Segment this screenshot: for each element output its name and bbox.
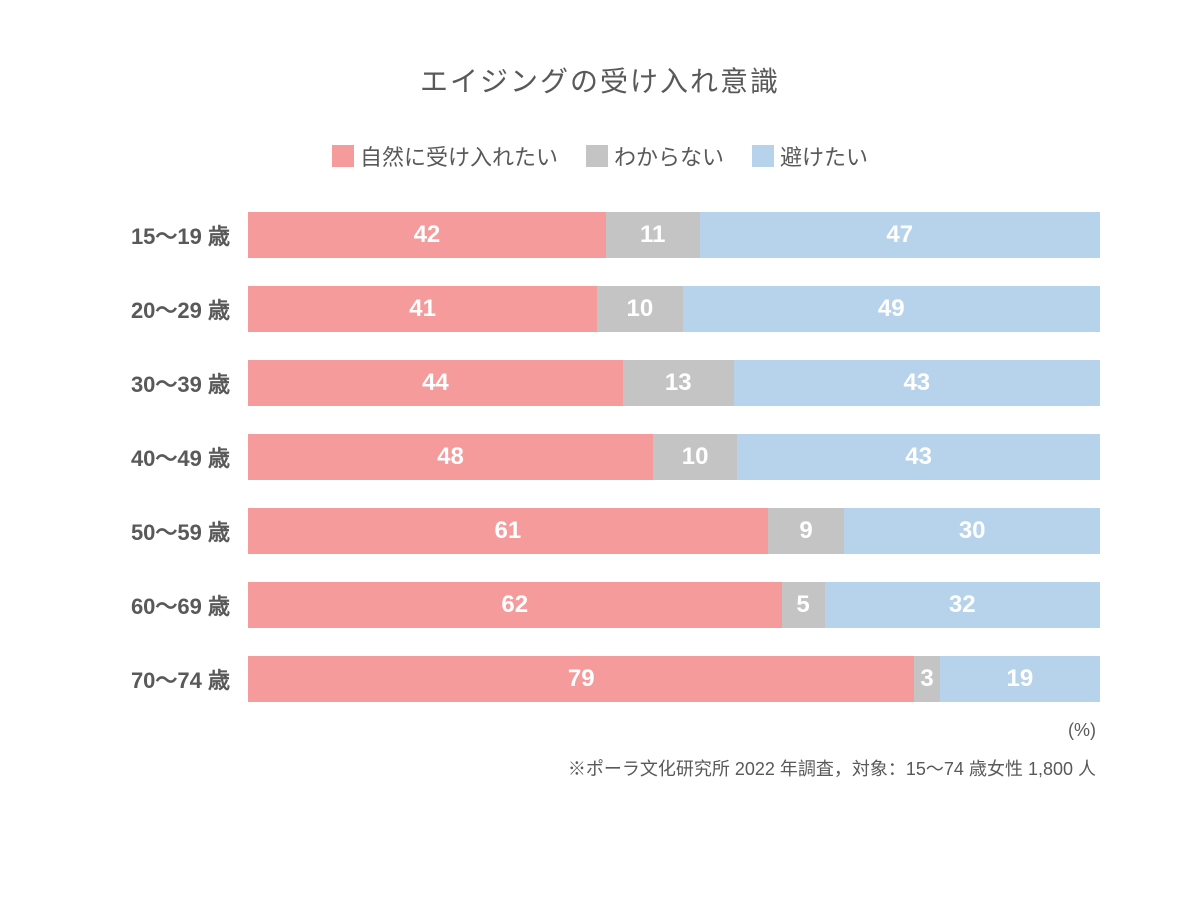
bar-segment-avoid: 43 — [734, 360, 1100, 406]
row-label: 20〜29 歳 — [100, 293, 230, 325]
bar-segment-avoid: 32 — [825, 582, 1100, 628]
bar-segment-avoid: 49 — [683, 286, 1100, 332]
bar-segment-avoid: 47 — [700, 212, 1100, 258]
legend-item-accept: 自然に受け入れたい — [332, 140, 558, 172]
bar-segment-accept: 62 — [248, 582, 782, 628]
chart-legend: 自然に受け入れたい わからない 避けたい — [100, 140, 1100, 172]
bar-row: 40〜49 歳 481043 — [100, 434, 1100, 480]
bar-segment-unknown: 11 — [606, 212, 700, 258]
bar-segment-unknown: 10 — [653, 434, 737, 480]
row-label: 15〜19 歳 — [100, 219, 230, 251]
row-label: 40〜49 歳 — [100, 441, 230, 473]
stacked-bar: 61930 — [248, 508, 1100, 554]
bar-segment-unknown: 5 — [782, 582, 825, 628]
row-label: 60〜69 歳 — [100, 589, 230, 621]
legend-label-accept: 自然に受け入れたい — [360, 140, 558, 172]
legend-item-unknown: わからない — [586, 140, 724, 172]
legend-swatch-avoid — [752, 145, 774, 167]
bar-segment-unknown: 10 — [597, 286, 682, 332]
bar-segment-accept: 42 — [248, 212, 606, 258]
stacked-bar: 421147 — [248, 212, 1100, 258]
legend-label-avoid: 避けたい — [780, 140, 868, 172]
bar-segment-accept: 79 — [248, 656, 914, 702]
chart-rows: 15〜19 歳42114720〜29 歳41104930〜39 歳4413434… — [100, 212, 1100, 702]
bar-segment-unknown: 9 — [768, 508, 845, 554]
bar-segment-avoid: 43 — [737, 434, 1100, 480]
legend-item-avoid: 避けたい — [752, 140, 868, 172]
row-label: 50〜59 歳 — [100, 515, 230, 547]
bar-row: 50〜59 歳 61930 — [100, 508, 1100, 554]
chart-title: エイジングの受け入れ意識 — [100, 60, 1100, 100]
bar-segment-accept: 41 — [248, 286, 597, 332]
stacked-bar: 62532 — [248, 582, 1100, 628]
legend-label-unknown: わからない — [614, 140, 724, 172]
chart-footnote: ※ポーラ文化研究所 2022 年調査，対象：15〜74 歳女性 1,800 人 — [100, 755, 1100, 781]
bar-row: 30〜39 歳 441343 — [100, 360, 1100, 406]
bar-segment-unknown: 3 — [914, 656, 939, 702]
unit-label: (%) — [100, 720, 1100, 741]
bar-segment-accept: 61 — [248, 508, 768, 554]
legend-swatch-unknown — [586, 145, 608, 167]
stacked-bar: 481043 — [248, 434, 1100, 480]
bar-row: 60〜69 歳 62532 — [100, 582, 1100, 628]
bar-segment-unknown: 13 — [623, 360, 734, 406]
stacked-bar: 441343 — [248, 360, 1100, 406]
row-label: 30〜39 歳 — [100, 367, 230, 399]
bar-segment-accept: 44 — [248, 360, 623, 406]
bar-row: 15〜19 歳 421147 — [100, 212, 1100, 258]
bar-row: 70〜74 歳 79319 — [100, 656, 1100, 702]
bar-segment-avoid: 30 — [844, 508, 1100, 554]
stacked-bar: 79319 — [248, 656, 1100, 702]
bar-segment-accept: 48 — [248, 434, 653, 480]
bar-row: 20〜29 歳 411049 — [100, 286, 1100, 332]
stacked-bar: 411049 — [248, 286, 1100, 332]
legend-swatch-accept — [332, 145, 354, 167]
bar-segment-avoid: 19 — [940, 656, 1100, 702]
row-label: 70〜74 歳 — [100, 663, 230, 695]
